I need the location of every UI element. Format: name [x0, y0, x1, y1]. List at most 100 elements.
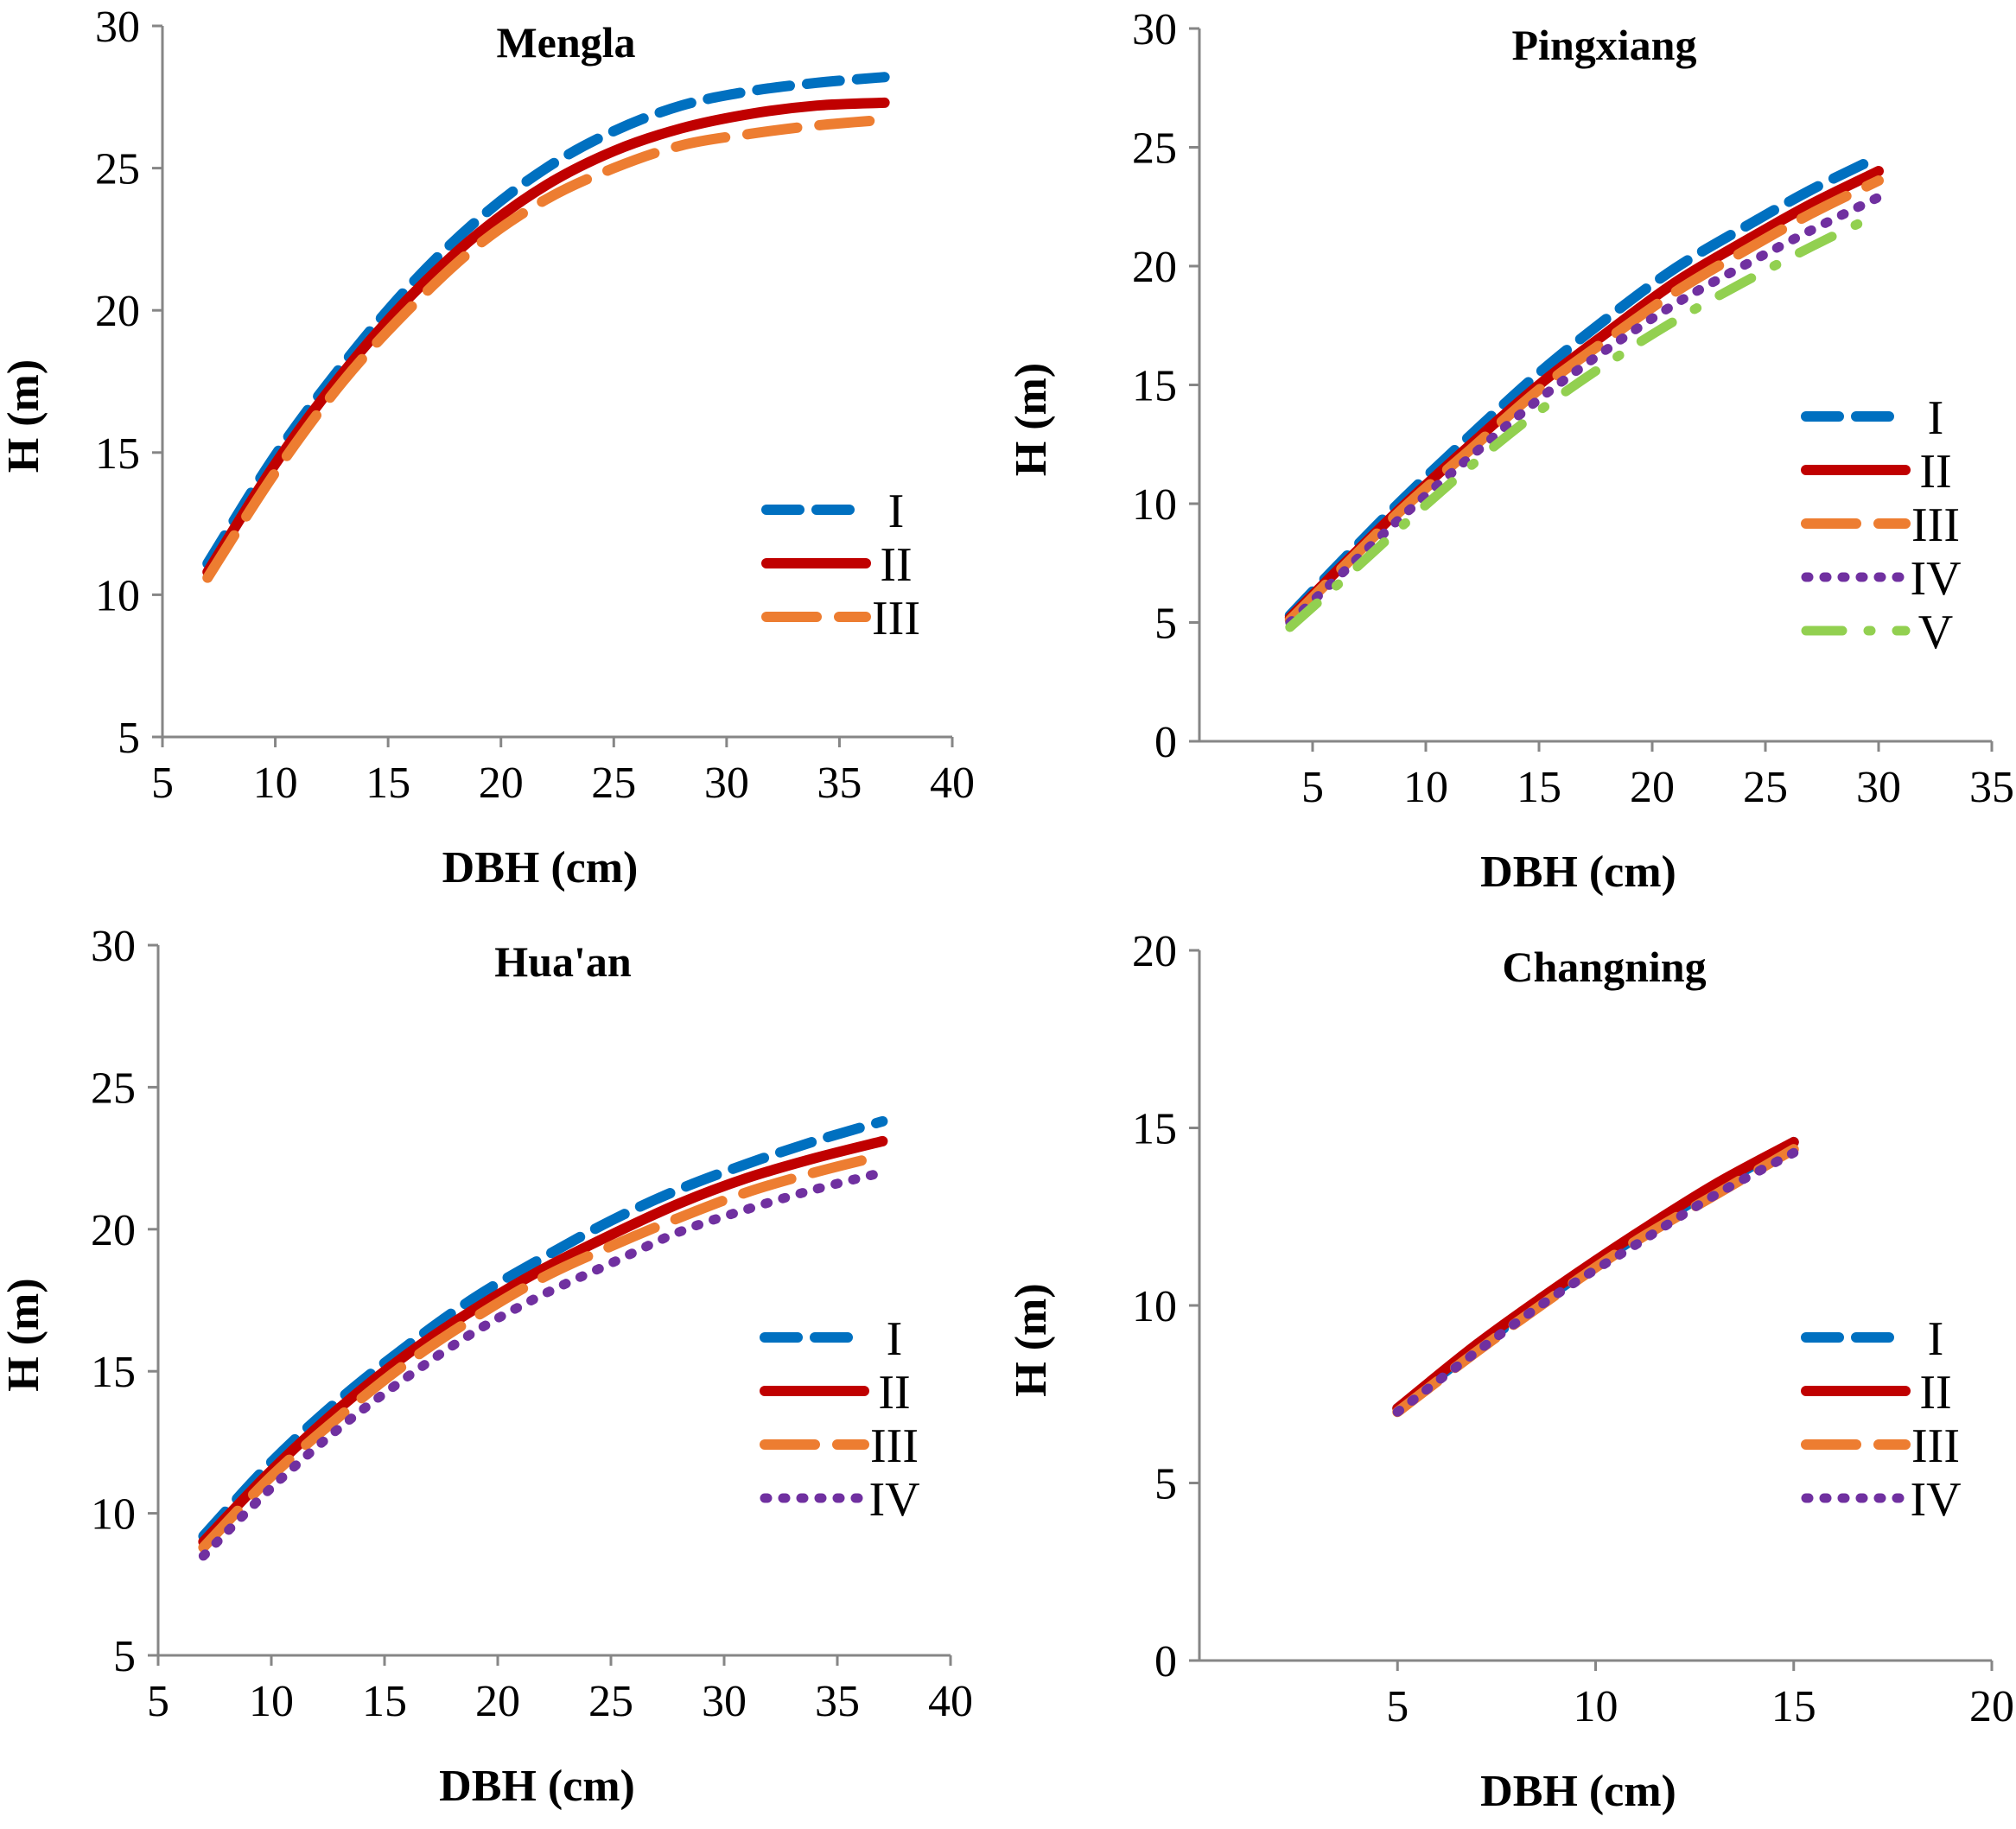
series-line-iii: [202, 114, 890, 583]
x-tick-label: 5: [151, 759, 174, 808]
chart-title: Mengla: [496, 18, 635, 67]
series-line-iv: [1285, 192, 1884, 627]
x-tick-label: 10: [249, 1677, 294, 1726]
series-line-iii: [1392, 1144, 1799, 1418]
chart-mengla: 5 10 15 20 25 30 5 10 15 20 25 30 35 40 Mengla DBH (cm)…: [0, 0, 1008, 914]
x-tick-label: 35: [1969, 763, 2014, 812]
legend-label-iii: III: [872, 592, 920, 645]
x-axis-title: DBH (cm): [439, 1762, 635, 1811]
x-tick-label: 20: [1630, 763, 1675, 812]
y-tick-label: 10: [95, 571, 140, 620]
y-tick-label: 15: [1132, 1105, 1177, 1154]
chart-changning: 0 5 10 15 20 5 10 15 20 Changning DBH (cm) H (m) I II…: [1008, 914, 2015, 1828]
x-tick-label: 20: [475, 1677, 520, 1726]
x-tick-label: 10: [1403, 763, 1448, 812]
y-tick-label: 15: [1132, 362, 1177, 411]
x-tick-label: 40: [930, 759, 975, 808]
x-tick-label: 15: [1771, 1682, 1816, 1731]
x-tick-label: 35: [817, 759, 862, 808]
series-line-ii: [198, 1135, 888, 1547]
chart-huaan: 5 10 15 20 25 30 5 10 15 20 25 30 35 40 Hua'an DBH (cm)…: [0, 914, 1008, 1828]
chart-huaan-svg: 5 10 15 20 25 30 5 10 15 20 25 30 35 40 Hua'an DBH (cm)…: [0, 922, 973, 1811]
y-tick-label: 25: [1132, 124, 1177, 174]
x-tick-label: 40: [928, 1677, 973, 1726]
x-tick-label: 25: [1743, 763, 1788, 812]
y-tick-label: 15: [91, 1348, 136, 1397]
y-tick-label: 15: [95, 429, 140, 479]
x-tick-label: 30: [1856, 763, 1901, 812]
y-tick-label: 5: [1154, 600, 1177, 649]
y-tick-label: 30: [95, 3, 140, 52]
x-tick-label: 35: [815, 1677, 860, 1726]
y-tick-label: 10: [1132, 480, 1177, 530]
y-tick-label: 20: [91, 1206, 136, 1255]
y-axis-title: H (m): [1008, 1283, 1056, 1396]
x-tick-label: 30: [702, 1677, 747, 1726]
chart-pingxiang: 0 5 10 15 20 25 30 5 10 15 20 25 30 35 Pingxiang DBH (c…: [1008, 0, 2015, 914]
y-tick-label: 20: [1132, 243, 1177, 292]
x-tick-label: 25: [591, 759, 636, 808]
series-line-iii: [1284, 175, 1884, 626]
chart-title: Hua'an: [494, 937, 632, 986]
x-tick-label: 5: [1301, 763, 1324, 812]
x-tick-label: 10: [1574, 1682, 1619, 1731]
legend-label-iii: III: [1911, 1419, 1960, 1473]
legend-label-ii: II: [878, 1366, 910, 1419]
x-tick-label: 30: [704, 759, 749, 808]
chart-mengla-svg: 5 10 15 20 25 30 5 10 15 20 25 30 35 40 Mengla DBH (cm)…: [0, 3, 975, 892]
y-tick-label: 0: [1154, 1637, 1177, 1686]
y-tick-label: 30: [1132, 5, 1177, 54]
legend-label-i: I: [1928, 1312, 1944, 1366]
y-tick-label: 5: [113, 1632, 136, 1681]
y-tick-label: 20: [95, 287, 140, 336]
y-tick-label: 5: [1154, 1460, 1177, 1509]
y-tick-label: 5: [118, 714, 140, 763]
y-tick-label: 20: [1132, 927, 1177, 976]
series-line-iv: [1392, 1147, 1799, 1417]
y-tick-label: 25: [95, 145, 140, 194]
x-tick-label: 15: [366, 759, 410, 808]
y-tick-label: 10: [1132, 1282, 1177, 1331]
legend-label-i: I: [1928, 391, 1944, 445]
legend-label-i: I: [887, 1312, 903, 1366]
legend-label-iv: IV: [868, 1473, 919, 1527]
series-line-v: [1285, 209, 1884, 632]
x-tick-label: 15: [362, 1677, 407, 1726]
series-line-i: [198, 1115, 888, 1541]
legend-label-ii: II: [1919, 1366, 1951, 1419]
series-line-iv: [198, 1167, 887, 1561]
y-axis-title: H (m): [0, 359, 48, 473]
chart-pingxiang-svg: 0 5 10 15 20 25 30 5 10 15 20 25 30 35 Pingxiang DBH (c…: [1008, 5, 2014, 897]
x-tick-label: 20: [479, 759, 524, 808]
x-tick-label: 25: [588, 1677, 633, 1726]
x-tick-label: 5: [1386, 1682, 1409, 1731]
y-axis-title: H (m): [0, 1278, 48, 1391]
legend-label-iii: III: [1911, 499, 1960, 552]
x-tick-label: 20: [1969, 1682, 2014, 1731]
legend-label-ii: II: [1919, 445, 1951, 499]
y-tick-label: 0: [1154, 718, 1177, 767]
legend-label-v: V: [1918, 606, 1953, 659]
series-line-ii: [1392, 1136, 1799, 1414]
legend-label-iv: IV: [1910, 552, 1961, 606]
y-tick-label: 10: [91, 1490, 136, 1540]
x-tick-label: 10: [253, 759, 298, 808]
y-tick-label: 30: [91, 922, 136, 971]
legend-label-iii: III: [870, 1419, 919, 1473]
x-tick-label: 15: [1517, 763, 1561, 812]
y-axis-title: H (m): [1008, 363, 1056, 476]
chart-title: Pingxiang: [1512, 21, 1697, 69]
series-line-i: [202, 72, 890, 569]
legend-label-i: I: [888, 485, 905, 538]
series-line-iii: [198, 1150, 888, 1553]
legend-label-iv: IV: [1910, 1473, 1961, 1527]
y-tick-label: 25: [91, 1064, 136, 1113]
x-tick-label: 5: [147, 1677, 169, 1726]
x-axis-title: DBH (cm): [1480, 848, 1676, 897]
chart-title: Changning: [1502, 943, 1706, 991]
legend-label-ii: II: [880, 538, 912, 592]
x-axis-title: DBH (cm): [442, 843, 639, 892]
x-axis-title: DBH (cm): [1480, 1767, 1676, 1816]
